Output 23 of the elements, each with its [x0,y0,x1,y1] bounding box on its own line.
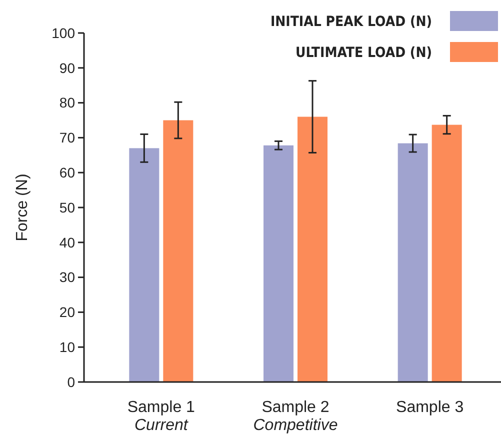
y-tick-label: 90 [59,60,76,76]
y-tick-label: 60 [59,164,76,180]
y-tick-label: 40 [59,234,76,250]
y-tick-label: 80 [59,94,76,111]
x-tick-label: Sample 3 [396,399,464,416]
y-tick-label: 10 [59,339,76,355]
y-tick-label: 30 [59,269,76,286]
y-tick-label: 0 [67,374,76,390]
legend-label: ULTIMATE LOAD (N) [296,44,432,61]
legend-label: INITIAL PEAK LOAD (N) [270,14,432,30]
y-tick-label: 50 [59,199,76,216]
y-tick-label: 20 [59,304,76,320]
bar [298,116,328,382]
bar [432,124,462,382]
y-tick-label: 70 [59,130,76,146]
bar [398,143,428,382]
bar [129,148,160,382]
bar [163,120,194,382]
x-tick-label: Sample 2 Competitive [253,399,338,434]
y-tick-label: 100 [52,24,76,41]
x-tick-label: Sample 1 Current [127,399,196,434]
y-axis-title: Force (N) [14,174,31,242]
bar [264,145,294,382]
